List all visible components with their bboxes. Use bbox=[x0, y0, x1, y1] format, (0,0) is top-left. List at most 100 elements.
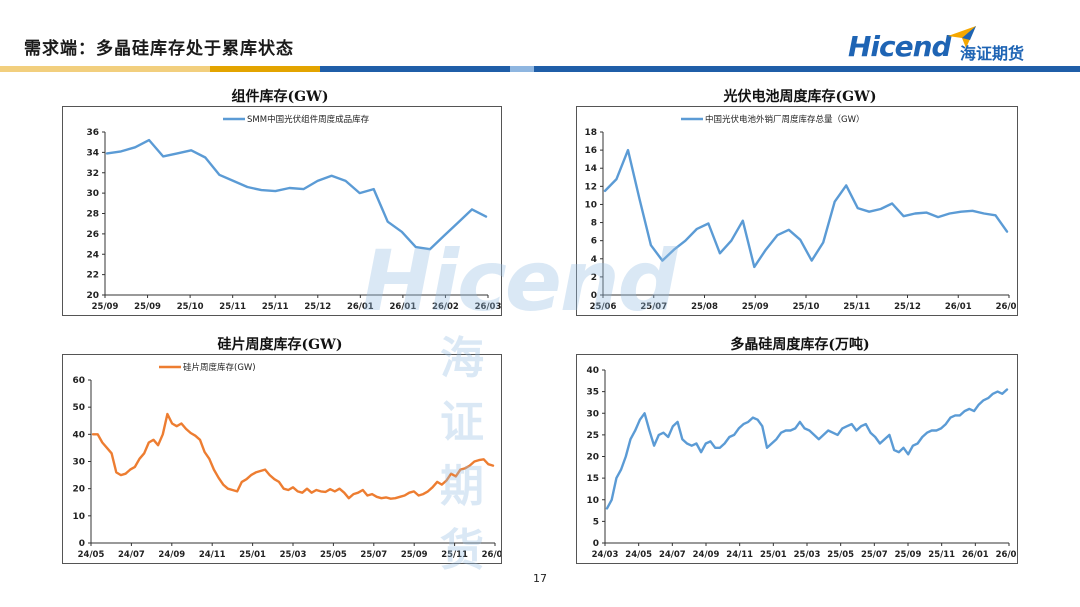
chart4-x-tick-label: 25/09 bbox=[895, 550, 922, 560]
chart3-x-tick-label: 24/07 bbox=[118, 550, 145, 560]
chart2-y-tick-label: 12 bbox=[584, 182, 597, 192]
chart1-y-tick-label: 36 bbox=[86, 128, 99, 138]
chart3-svg: 0 10 20 30 40 50 60 24/05 24/07 24/09 24/11 25/01 25… bbox=[72, 362, 501, 560]
chart3-y-tick-label: 30 bbox=[72, 458, 85, 468]
chart4-x-tick-label: 25/05 bbox=[827, 550, 854, 560]
chart2-y-tick-label: 2 bbox=[591, 273, 597, 283]
chart4-title: 多晶硅周度库存(万吨) bbox=[730, 337, 870, 353]
chart2-y-tick-label: 10 bbox=[584, 200, 597, 210]
chart4-x-tick-label: 25/07 bbox=[861, 550, 888, 560]
chart4-panel: 0 5 10 15 20 25 30 35 40 24/03 24/05 24/07 24/09 24/1… bbox=[576, 354, 1018, 564]
chart1-x-tick-label: 25/11 bbox=[262, 302, 289, 312]
chart2-svg: 0 2 4 6 8 10 12 14 16 18 25/06 25/07 25/08 25/09 25/10… bbox=[584, 114, 1017, 312]
chart2-y-tick-label: 14 bbox=[584, 164, 597, 174]
chart1-x-tick-label: 25/11 bbox=[219, 302, 246, 312]
chart1-title: 组件库存(GW) bbox=[231, 89, 329, 105]
chart2-x-tick-label: 25/12 bbox=[894, 302, 921, 312]
chart4-x-tick-label: 24/09 bbox=[693, 550, 720, 560]
chart4-x-tick-label: 24/11 bbox=[726, 550, 753, 560]
chart3-x-tick-label: 24/11 bbox=[199, 550, 226, 560]
page-title: 需求端：多晶硅库存处于累库状态 bbox=[24, 39, 294, 59]
company-logo: Hicend 海证期货 bbox=[848, 26, 1048, 68]
chart4-x-tick-label: 25/11 bbox=[928, 550, 955, 560]
chart1-x-tick-label: 26/02 bbox=[432, 302, 459, 312]
chart2-legend-label: 中国光伏电池外销厂周度库存总量（GW） bbox=[705, 114, 865, 125]
chart1-svg: 20 22 24 26 28 30 32 34 36 25/09 25/09 25/10 25/11 25… bbox=[86, 114, 501, 312]
chart3-y-tick-label: 20 bbox=[72, 485, 85, 495]
chart3-y-tick-label: 0 bbox=[79, 539, 85, 549]
chart4-y-tick-label: 40 bbox=[586, 366, 599, 376]
chart3-x-tick-label: 25/05 bbox=[320, 550, 347, 560]
chart2-x-tick-label: 25/08 bbox=[691, 302, 718, 312]
chart2-panel: 0 2 4 6 8 10 12 14 16 18 25/06 25/07 25/08 25/09 25/10… bbox=[576, 106, 1018, 316]
chart1-x-tick-label: 25/09 bbox=[134, 302, 161, 312]
chart3-x-tick-label: 25/07 bbox=[360, 550, 387, 560]
chart1-x-tick-label: 25/09 bbox=[92, 302, 119, 312]
chart3-x-tick-label: 25/11 bbox=[441, 550, 468, 560]
chart2-x-tick-label: 25/06 bbox=[590, 302, 617, 312]
chart1-panel: 20 22 24 26 28 30 32 34 36 25/09 25/09 25/10 25/11 25… bbox=[62, 106, 502, 316]
header-band-5 bbox=[534, 66, 1080, 72]
chart2-x-tick-label: 25/09 bbox=[742, 302, 769, 312]
chart3-y-tick-label: 40 bbox=[72, 430, 85, 440]
chart1-x-tick-label: 25/12 bbox=[304, 302, 331, 312]
chart4-y-tick-label: 10 bbox=[586, 496, 599, 506]
chart4-series-line bbox=[605, 388, 1009, 510]
chart2-y-tick-label: 6 bbox=[591, 237, 597, 247]
chart2-y-tick-label: 8 bbox=[591, 219, 597, 229]
chart4-x-tick-label: 25/03 bbox=[794, 550, 821, 560]
chart2-x-tick-label: 25/11 bbox=[843, 302, 870, 312]
chart2-y-tick-label: 4 bbox=[591, 255, 597, 265]
chart3-y-tick-label: 50 bbox=[72, 403, 85, 413]
chart2-x-tick-label: 26/02 bbox=[996, 302, 1017, 312]
chart4-x-tick-label: 24/07 bbox=[659, 550, 686, 560]
chart4-y-tick-label: 35 bbox=[586, 388, 599, 398]
chart4-y-tick-label: 15 bbox=[586, 474, 599, 484]
chart1-y-tick-label: 32 bbox=[86, 169, 99, 179]
chart1-y-tick-label: 20 bbox=[86, 291, 99, 301]
logo-chinese-name: 海证期货 bbox=[960, 44, 1025, 63]
chart1-y-tick-label: 28 bbox=[86, 210, 99, 220]
header-band-1 bbox=[0, 66, 210, 72]
logo-wordmark: Hicend bbox=[848, 30, 952, 63]
chart4-x-tick-label: 24/05 bbox=[625, 550, 652, 560]
chart2-x-tick-label: 25/07 bbox=[640, 302, 667, 312]
chart1-x-tick-label: 26/01 bbox=[390, 302, 417, 312]
chart4-svg: 0 5 10 15 20 25 30 35 40 24/03 24/05 24/07 24/09 24/1… bbox=[586, 366, 1017, 560]
chart1-legend-label: SMM中国光伏组件周度成品库存 bbox=[247, 114, 370, 125]
chart4-x-tick-label: 25/01 bbox=[760, 550, 787, 560]
chart3-title: 硅片周度库存(GW) bbox=[217, 337, 343, 353]
chart4-y-tick-label: 25 bbox=[586, 431, 599, 441]
chart3-x-tick-label: 25/01 bbox=[239, 550, 266, 560]
chart3-y-tick-label: 60 bbox=[72, 376, 85, 386]
chart3-legend-label: 硅片周度库存(GW) bbox=[183, 362, 256, 373]
chart2-title: 光伏电池周度库存(GW) bbox=[723, 89, 877, 105]
chart2-y-tick-label: 0 bbox=[591, 291, 597, 301]
chart3-x-tick-label: 25/09 bbox=[401, 550, 428, 560]
chart4-y-tick-label: 5 bbox=[593, 517, 599, 527]
chart1-x-tick-label: 26/03 bbox=[475, 302, 501, 312]
chart1-series-line bbox=[105, 138, 488, 251]
chart4-x-tick-label: 26/03 bbox=[996, 550, 1017, 560]
chart1-y-tick-label: 26 bbox=[86, 230, 99, 240]
chart1-y-tick-label: 22 bbox=[86, 271, 99, 281]
chart3-panel: 0 10 20 30 40 50 60 24/05 24/07 24/09 24/11 25/01 25… bbox=[62, 354, 502, 564]
chart3-x-tick-label: 25/03 bbox=[280, 550, 307, 560]
chart3-y-tick-label: 10 bbox=[72, 512, 85, 522]
header-band-4 bbox=[510, 66, 534, 72]
chart4-y-tick-label: 0 bbox=[593, 539, 599, 549]
chart4-x-tick-label: 24/03 bbox=[592, 550, 619, 560]
chart2-x-tick-label: 26/01 bbox=[945, 302, 972, 312]
chart1-y-tick-label: 34 bbox=[86, 148, 99, 158]
logo-swoosh-icon bbox=[948, 26, 976, 48]
chart3-series-line bbox=[91, 412, 495, 500]
header-band-2 bbox=[210, 66, 320, 72]
chart3-x-tick-label: 26/01 bbox=[482, 550, 501, 560]
chart2-y-tick-label: 18 bbox=[584, 128, 597, 138]
chart3-x-tick-label: 24/05 bbox=[78, 550, 105, 560]
chart1-y-tick-label: 24 bbox=[86, 250, 99, 260]
page-number: 17 bbox=[533, 572, 547, 585]
header-band-3 bbox=[320, 66, 510, 72]
chart4-y-tick-label: 30 bbox=[586, 409, 599, 419]
chart1-x-tick-label: 26/01 bbox=[347, 302, 374, 312]
